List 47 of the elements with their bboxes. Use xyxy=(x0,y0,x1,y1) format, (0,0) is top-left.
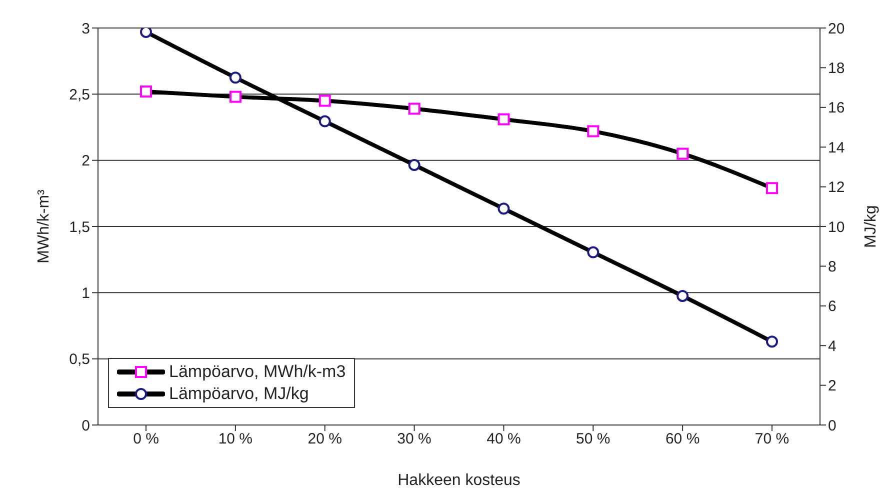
point xyxy=(140,86,152,98)
x-tick-label: 10 % xyxy=(218,430,253,448)
legend-label: Lämpöarvo, MJ/kg xyxy=(169,383,309,405)
x-tick-label: 0 % xyxy=(133,430,159,448)
y-tick-label: 0,5 xyxy=(69,351,90,368)
point xyxy=(676,148,689,160)
y2-tick-label: 2 xyxy=(828,378,836,395)
x-tick-label: 60 % xyxy=(665,430,700,448)
point xyxy=(229,90,242,103)
point xyxy=(318,94,331,107)
y2-tick-label: 12 xyxy=(828,179,845,196)
point xyxy=(587,125,600,138)
y-tick-label: 3 xyxy=(82,20,90,38)
y-tick-label: 1 xyxy=(82,284,90,302)
y-axis-title: MWh/k-m³ xyxy=(36,188,53,264)
point xyxy=(140,28,152,38)
point xyxy=(408,102,420,115)
y2-tick-label: 0 xyxy=(828,417,836,434)
y2-tick-label: 14 xyxy=(828,139,845,156)
y2-tick-label: 18 xyxy=(828,60,845,78)
point xyxy=(766,336,778,348)
y-tick-label: 1,5 xyxy=(69,218,90,236)
y2-tick-label: 6 xyxy=(828,298,836,316)
y2-tick-label: 16 xyxy=(828,100,845,117)
point xyxy=(408,158,420,171)
y-tick-label: 2,5 xyxy=(69,86,90,104)
x-tick-label: 20 % xyxy=(308,430,342,448)
legend-label: Lämpöarvo, MWh/k-m3 xyxy=(169,361,346,383)
point xyxy=(229,72,242,84)
y-tick-label: 2 xyxy=(82,152,90,170)
y2-axis-title: MJ/kg xyxy=(862,205,880,248)
point xyxy=(498,113,510,126)
y2-tick-label: 10 xyxy=(828,218,845,236)
y2-tick-label: 4 xyxy=(828,338,836,355)
x-tick-label: 70 % xyxy=(754,430,790,448)
x-tick-label: 40 % xyxy=(486,430,521,448)
point xyxy=(766,182,778,194)
x-tick-label: 50 % xyxy=(576,430,610,448)
y-tick-label: 0 xyxy=(82,417,90,434)
point xyxy=(676,290,689,302)
point xyxy=(498,202,510,215)
y2-tick-label: 8 xyxy=(828,258,836,276)
x-axis-title: Hakkeen kosteus xyxy=(398,472,520,489)
y2-tick-label: 20 xyxy=(828,20,845,38)
x-tick-label: 30 % xyxy=(397,430,432,448)
point xyxy=(587,246,600,258)
point xyxy=(318,115,331,128)
